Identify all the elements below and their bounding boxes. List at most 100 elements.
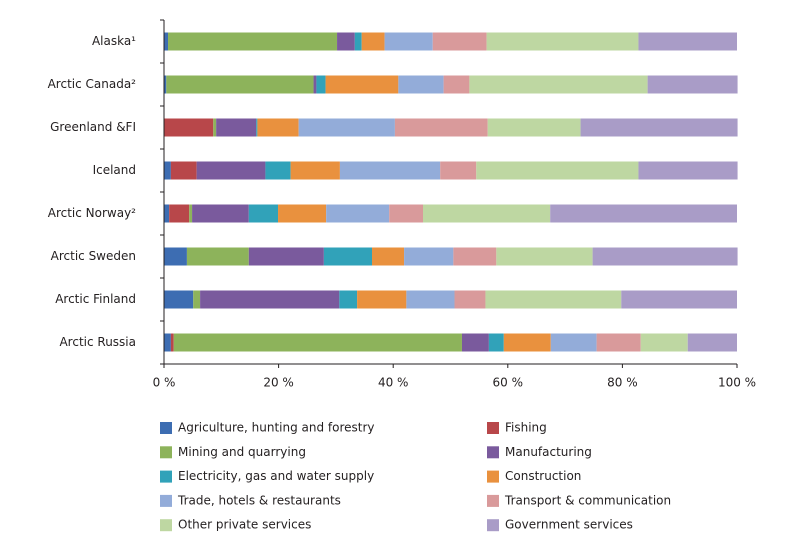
bar-segment <box>422 204 551 223</box>
bar-segment <box>200 290 340 309</box>
bar-segment <box>488 333 504 352</box>
bar-segment <box>169 204 190 223</box>
bar-segment <box>432 32 487 51</box>
bar-segment <box>265 161 291 180</box>
bar-segment <box>313 75 317 94</box>
bar-segment <box>550 333 597 352</box>
bar-segment <box>640 333 688 352</box>
x-tick-label: 0 % <box>153 376 176 390</box>
bar-segment <box>164 290 194 309</box>
bar-segment <box>440 161 477 180</box>
bar-segment <box>339 161 441 180</box>
legend-label: Construction <box>505 469 581 483</box>
bar-segment <box>357 290 407 309</box>
bar-segment <box>196 161 266 180</box>
legend-label: Agriculture, hunting and forestry <box>178 421 375 435</box>
bar-segment <box>443 75 470 94</box>
bar-segment <box>216 118 257 137</box>
bar-segment <box>485 290 622 309</box>
bar-segment <box>186 247 249 266</box>
bar-segment <box>164 161 171 180</box>
bar-segment <box>193 290 201 309</box>
legend-label: Manufacturing <box>505 445 592 459</box>
bar-segment <box>325 75 399 94</box>
x-tick-label: 20 % <box>263 376 294 390</box>
bar-segment <box>278 204 327 223</box>
bar-segment <box>164 247 187 266</box>
category-label: Alaska¹ <box>92 34 136 48</box>
legend-swatch <box>160 494 172 507</box>
legend-swatch <box>160 470 172 483</box>
legend-label: Trade, hotels & restaurants <box>177 493 341 507</box>
bar-segment <box>323 247 372 266</box>
legend-label: Fishing <box>505 421 547 435</box>
legend-label: Other private services <box>178 518 311 532</box>
bar-segment <box>354 32 362 51</box>
category-label: Arctic Canada² <box>48 77 137 91</box>
x-tick-label: 40 % <box>378 376 409 390</box>
bar-segment <box>164 118 214 137</box>
legend-swatch <box>160 446 172 459</box>
x-tick-label: 100 % <box>718 376 756 390</box>
bar-segment <box>256 118 258 137</box>
bar-segment <box>550 204 737 223</box>
legend-swatch <box>487 494 499 507</box>
bar-segment <box>248 204 279 223</box>
bar-segment <box>164 204 170 223</box>
bar-segment <box>398 75 444 94</box>
bar-segment <box>337 32 355 51</box>
bar-segment <box>164 75 167 94</box>
category-label: Arctic Norway² <box>48 206 136 220</box>
legend-swatch <box>160 422 172 434</box>
legend-label: Mining and quarrying <box>178 445 306 459</box>
bar-segment <box>592 247 738 266</box>
bar-segment <box>638 161 738 180</box>
bar-segment <box>406 290 455 309</box>
bar-segment <box>164 32 169 51</box>
legend-swatch <box>487 446 499 459</box>
category-label: Iceland <box>93 163 136 177</box>
legend-swatch <box>487 422 499 434</box>
bar-segment <box>647 75 738 94</box>
bar-segment <box>173 333 462 352</box>
bar-segment <box>496 247 593 266</box>
bar-segment <box>503 333 551 352</box>
x-tick-label: 60 % <box>493 376 524 390</box>
bar-segment <box>580 118 738 137</box>
bar-segment <box>394 118 488 137</box>
bar-segment <box>248 247 324 266</box>
x-tick-label: 80 % <box>607 376 638 390</box>
bar-segment <box>596 333 641 352</box>
bar-segment <box>326 204 390 223</box>
bar-segment <box>166 75 314 94</box>
bar-segment <box>384 32 433 51</box>
legend-swatch <box>487 519 499 532</box>
bar-segment <box>192 204 249 223</box>
bar-segment <box>454 290 486 309</box>
bar-segment <box>453 247 497 266</box>
category-label: Greenland &FI <box>50 120 136 134</box>
bar-segment <box>298 118 395 137</box>
category-label: Arctic Finland <box>55 292 136 306</box>
bar-segment <box>316 75 326 94</box>
legend-label: Government services <box>505 518 633 532</box>
bar-segment <box>621 290 737 309</box>
legend-label: Transport & communication <box>504 493 671 507</box>
bar-segment <box>170 333 174 352</box>
bar-segment <box>168 32 338 51</box>
bar-segment <box>164 333 171 352</box>
bar-segment <box>404 247 454 266</box>
bar-segment <box>461 333 489 352</box>
bar-segment <box>687 333 737 352</box>
legend-swatch <box>160 519 172 532</box>
bar-segment <box>361 32 385 51</box>
bar-segment <box>476 161 639 180</box>
legend-swatch <box>487 470 499 483</box>
bar-segment <box>339 290 358 309</box>
bar-segment <box>213 118 217 137</box>
bar-segment <box>389 204 423 223</box>
bar-segment <box>486 32 639 51</box>
legend-label: Electricity, gas and water supply <box>178 469 374 483</box>
bar-segment <box>371 247 405 266</box>
